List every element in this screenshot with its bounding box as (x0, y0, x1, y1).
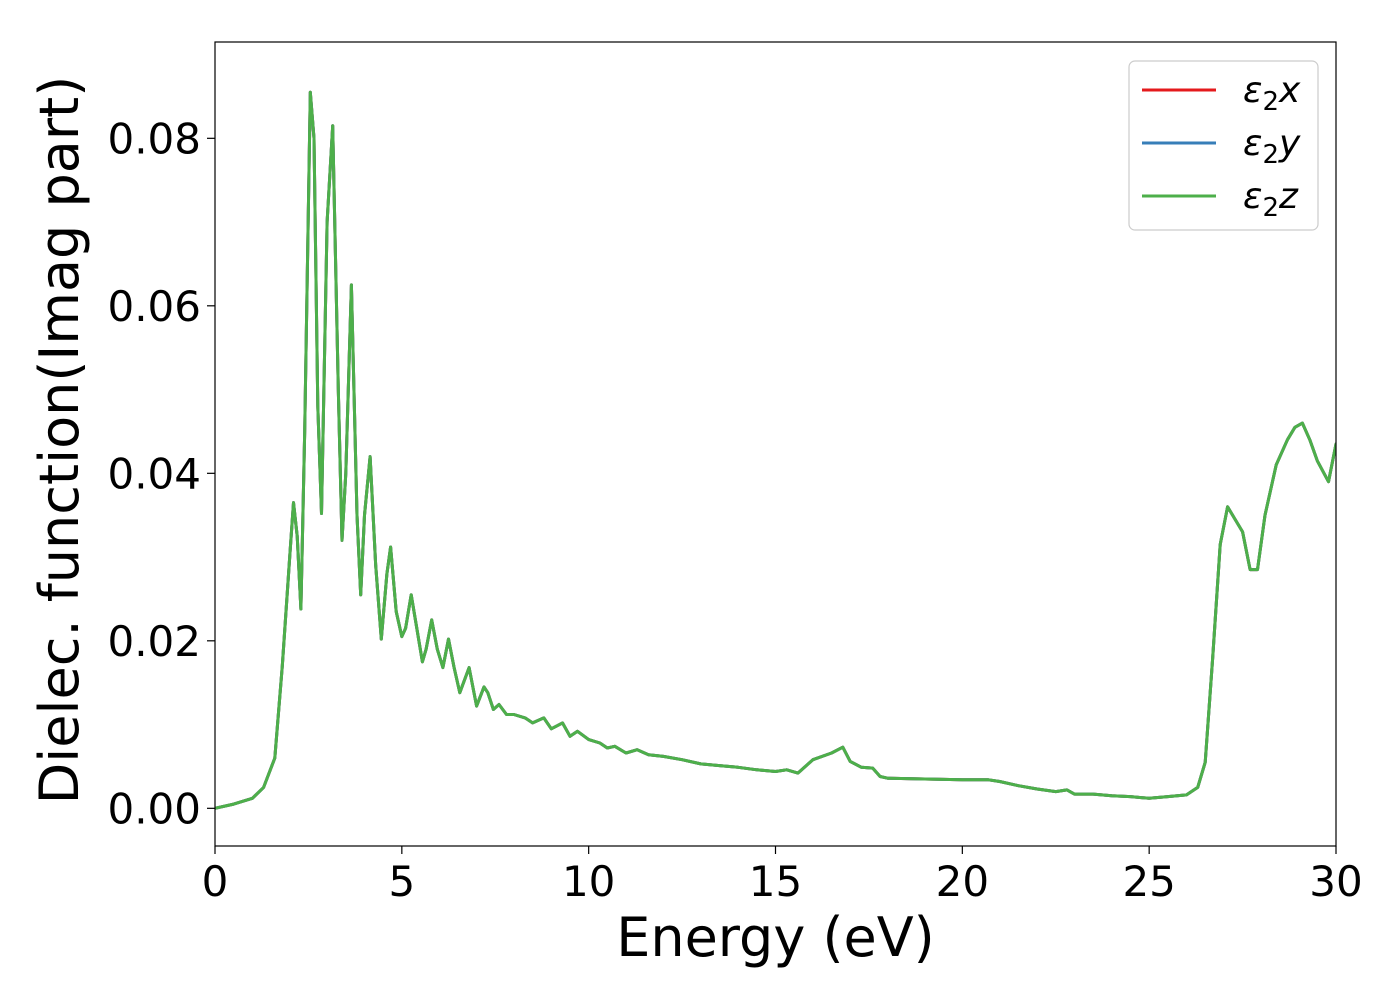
y-tick-label: 0.08 (107, 114, 201, 163)
x-tick-label: 5 (388, 857, 415, 906)
legend-label-symbol: ε (1243, 176, 1262, 217)
legend-label-symbol: ε (1243, 123, 1262, 164)
legend-label-subscript: 2 (1262, 140, 1279, 170)
x-tick-label: 0 (202, 857, 229, 906)
axes: 0 5 10 15 20 25 30 0.00 0.02 0.04 0.06 0.08 (107, 41, 1363, 906)
legend-label-axis: z (1278, 176, 1299, 217)
legend-label-axis: y (1278, 123, 1301, 164)
y-tick-label: 0.04 (107, 449, 201, 498)
x-axis-label: Energy (eV) (616, 906, 935, 969)
x-tick-label: 25 (1122, 857, 1175, 906)
y-axis-label: Dielec. function(Imag part) (28, 76, 91, 805)
x-tick-label: 30 (1309, 857, 1362, 906)
y-tick-label: 0.00 (107, 784, 201, 833)
x-tick-label: 20 (936, 857, 989, 906)
legend-label-symbol: ε (1243, 70, 1262, 111)
y-tick-label: 0.02 (107, 617, 201, 666)
y-tick-label: 0.06 (107, 282, 201, 331)
x-tick-label: 10 (562, 857, 615, 906)
legend-label-subscript: 2 (1262, 193, 1279, 223)
x-tick-label: 15 (749, 857, 802, 906)
legend-label: ε2x (1243, 70, 1301, 117)
legend-label-subscript: 2 (1262, 87, 1279, 117)
plot-area (215, 90, 1336, 810)
legend-label-axis: x (1278, 70, 1301, 111)
legend-box (1128, 60, 1319, 231)
series-line-3 (215, 90, 1336, 810)
legend-label: ε2y (1243, 123, 1301, 170)
legend-label: ε2z (1243, 176, 1299, 223)
